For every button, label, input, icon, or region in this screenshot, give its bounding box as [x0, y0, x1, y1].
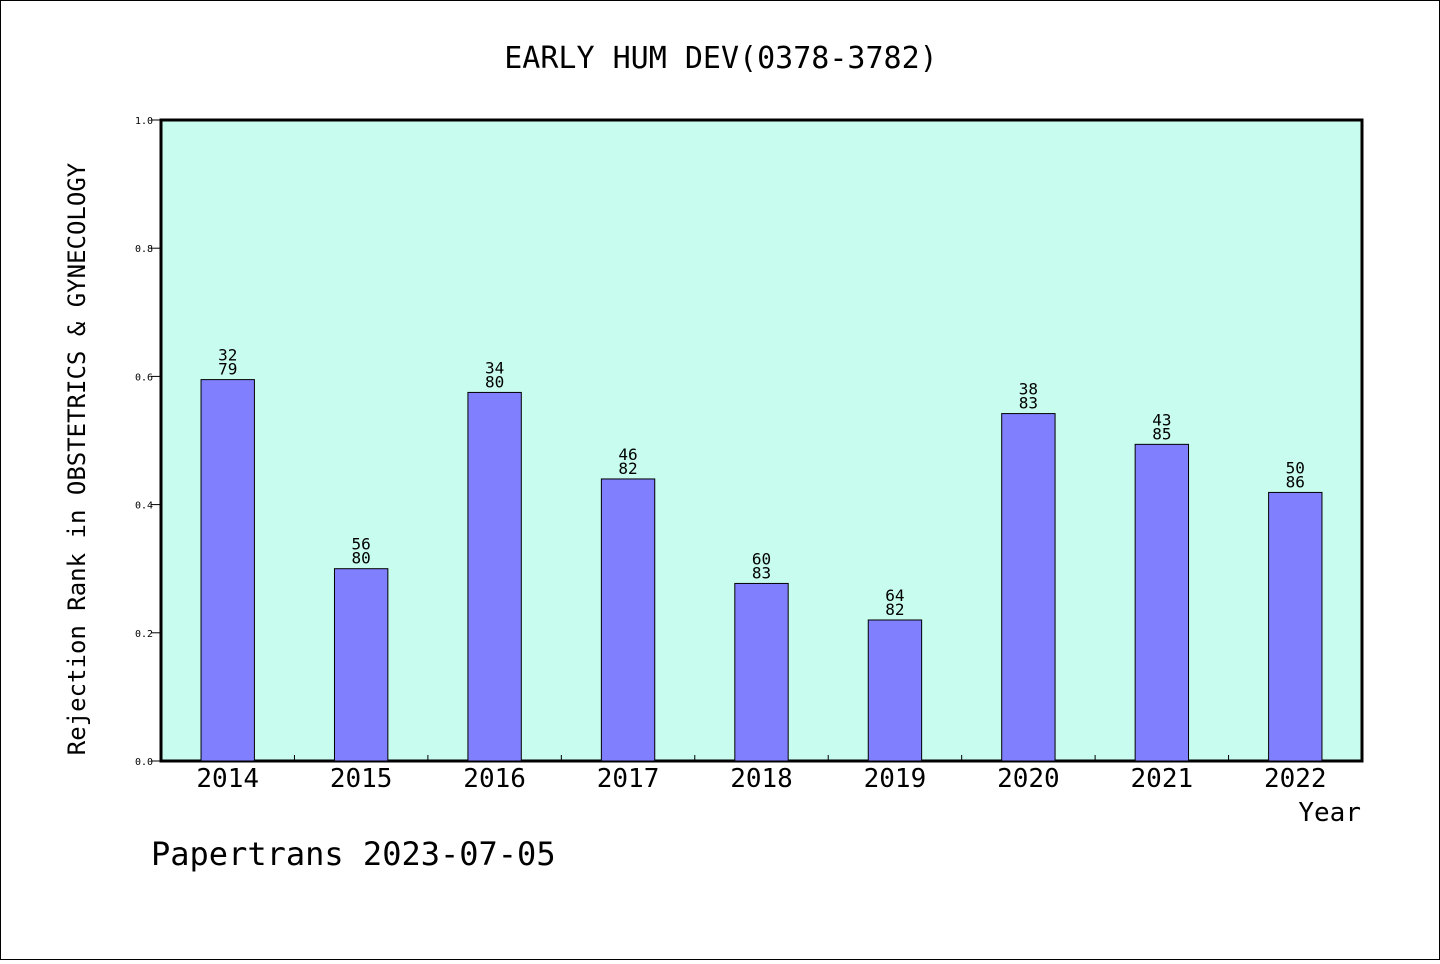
- bar-label-top: 38: [1019, 380, 1038, 399]
- bar: [600, 478, 656, 762]
- x-tick-label: 2016: [463, 764, 526, 794]
- bar-label-bottom: 83: [752, 563, 771, 582]
- x-tick-label: 2014: [196, 764, 259, 794]
- bar-series: [200, 379, 1323, 762]
- y-tick-label: 0.6: [135, 372, 153, 383]
- bar-label-top: 32: [218, 346, 237, 365]
- bar: [333, 568, 389, 762]
- y-tick-label: 0.0: [135, 757, 153, 768]
- x-tick-label: 2020: [997, 764, 1060, 794]
- bar: [1134, 443, 1190, 762]
- bar-label-top: 60: [752, 549, 771, 568]
- chart-title: EARLY HUM DEV(0378-3782): [504, 41, 937, 76]
- bar-label-bottom: 82: [618, 459, 637, 478]
- x-axis-ticks: [293, 755, 1230, 761]
- x-axis-labels: 2014 2015 2016 2017 2018 2019 2020 2021 2022: [196, 764, 1326, 794]
- x-tick-label: 2022: [1264, 764, 1327, 794]
- bar-label-top: 64: [885, 586, 904, 605]
- bar-label-bottom: 85: [1152, 424, 1171, 443]
- x-tick-label: 2021: [1131, 764, 1194, 794]
- bar-label-bottom: 80: [485, 372, 504, 391]
- x-tick-label: 2019: [864, 764, 927, 794]
- x-tick-label: 2017: [597, 764, 660, 794]
- bar-label-top: 34: [485, 358, 504, 377]
- bar-label-bottom: 79: [218, 360, 237, 379]
- y-axis: 0.0 0.2 0.4 0.6 0.8 1.0: [135, 116, 161, 768]
- bar: [467, 391, 522, 762]
- bar: [200, 379, 255, 762]
- bar: [867, 619, 923, 762]
- y-axis-label: Rejection Rank in OBSTETRICS & GYNECOLOG…: [63, 162, 91, 755]
- y-tick-label: 1.0: [135, 116, 153, 127]
- bar-label-top: 46: [618, 445, 637, 464]
- x-tick-label: 2015: [330, 764, 393, 794]
- bar-label-bottom: 86: [1286, 472, 1305, 491]
- bar-label-bottom: 80: [352, 549, 371, 568]
- footer-credit: Papertrans 2023-07-05: [151, 835, 556, 873]
- bar: [1268, 491, 1323, 762]
- bar-label-top: 43: [1152, 410, 1171, 429]
- bar: [1001, 413, 1056, 762]
- bar-label-top: 56: [352, 535, 371, 554]
- x-axis-label: Year: [1298, 798, 1361, 828]
- y-tick-label: 0.2: [135, 629, 153, 640]
- y-tick-label: 0.8: [135, 244, 153, 255]
- bar-label-bottom: 82: [885, 600, 904, 619]
- bar-label-top: 50: [1286, 458, 1305, 477]
- bar-label-bottom: 83: [1019, 394, 1038, 413]
- x-tick-label: 2018: [730, 764, 793, 794]
- bar: [734, 582, 789, 762]
- y-tick-label: 0.4: [135, 501, 153, 512]
